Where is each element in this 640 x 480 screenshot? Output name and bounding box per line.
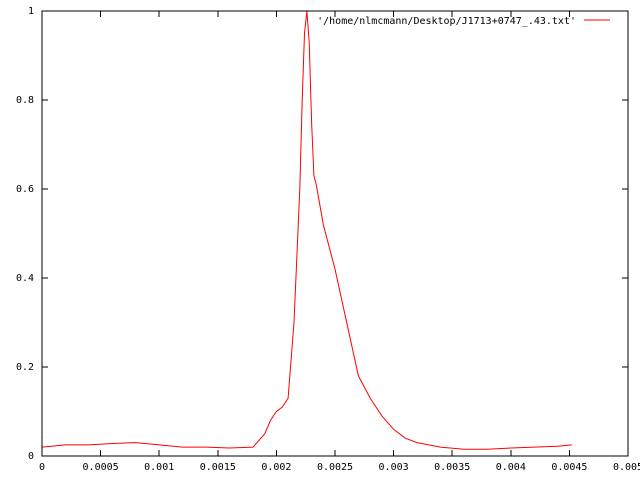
x-tick-label: 0.003 (379, 462, 409, 473)
x-tick-label: 0.005 (613, 462, 640, 473)
x-tick-label: 0.0025 (317, 462, 353, 473)
x-tick-label: 0.0005 (83, 462, 119, 473)
x-tick-label: 0.0015 (200, 462, 236, 473)
legend-label: '/home/nlmcmann/Desktop/J1713+0747_.43.t… (317, 16, 576, 27)
y-tick-label: 1 (28, 6, 34, 17)
x-tick-label: 0.0045 (551, 462, 587, 473)
legend: '/home/nlmcmann/Desktop/J1713+0747_.43.t… (317, 16, 610, 27)
x-tick-label: 0.002 (261, 462, 291, 473)
y-tick-label: 0.4 (16, 273, 34, 284)
y-tick-label: 0.6 (16, 184, 34, 195)
plot-frame (41, 10, 629, 457)
y-tick-label: 0.2 (16, 362, 34, 373)
y-tick-label: 0.8 (16, 95, 34, 106)
x-tick-label: 0.0035 (434, 462, 470, 473)
x-tick-label: 0.004 (496, 462, 526, 473)
ticks-layer: 0 0.0005 0.001 0.0015 0.002 0.0025 0.003 0.0035… (16, 6, 640, 473)
series-line (41, 10, 572, 450)
x-tick-label: 0.001 (144, 462, 174, 473)
y-tick-label: 0 (28, 451, 34, 462)
x-tick-label: 0 (39, 462, 45, 473)
series-layer (41, 10, 572, 450)
